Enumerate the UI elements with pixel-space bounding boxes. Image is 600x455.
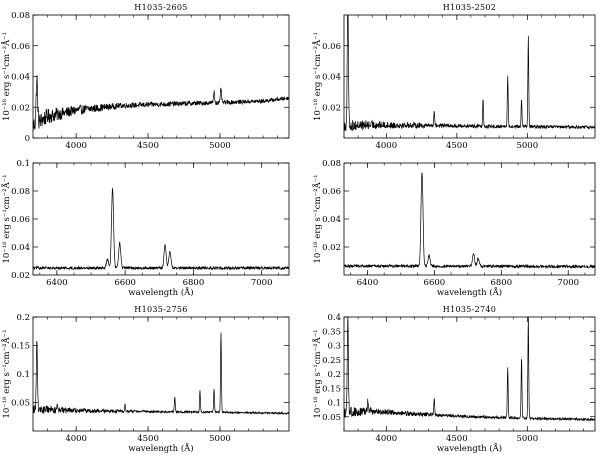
spectrum-panel-1: 4000 4500 5000 0 0.02 0.04 0.06 0.08 10⁻¹⁸ erg s… <box>0 3 290 151</box>
x-tick-label: 4000 <box>375 141 397 151</box>
spectrum-panel-4: 6400 6600 6800 7000 0.02 0.04 0.06 0.08 10⁻¹⁸ er… <box>311 159 596 298</box>
y-axis-title: 10⁻¹⁸ erg s⁻¹cm⁻²Å⁻¹ <box>311 32 323 121</box>
y-tick-label: 0.06 <box>322 187 341 197</box>
x-tick-label: 6600 <box>114 278 136 288</box>
spectrum-panel-5: 4000 4500 5000 0.05 0.1 0.15 0.2 10⁻¹⁸ erg s⁻¹c… <box>0 305 290 454</box>
plot-frame <box>32 162 290 276</box>
y-tick-label: 0.1 <box>16 159 30 169</box>
spectrum-trace <box>33 332 289 416</box>
plot-frame <box>343 162 596 276</box>
panel-title: H1035-2756 <box>134 305 187 314</box>
x-tick-label: 4500 <box>137 434 159 444</box>
spectrum-trace <box>344 172 595 269</box>
y-tick-label: 0 <box>25 134 30 144</box>
y-tick-label: 0.06 <box>322 42 341 52</box>
x-tick-label: 6600 <box>424 278 446 288</box>
spectrum-panel-6: 4000 4500 5000 0.05 0.1 0.15 0.2 0.25 0.3 0.35 0.4… <box>311 305 596 454</box>
y-tick-label: 0.2 <box>327 370 341 380</box>
x-axis-title: wavelength (Å) <box>128 442 193 454</box>
spectrum-trace <box>344 15 595 132</box>
panel-title: H1035-2740 <box>443 305 496 314</box>
y-tick-label: 0.25 <box>322 356 341 366</box>
x-tick-label: 7000 <box>251 278 273 288</box>
y-tick-label: 0.02 <box>11 103 30 113</box>
y-tick-label: 0.1 <box>327 399 341 409</box>
y-axis-title: 10⁻¹⁸ erg s⁻¹cm⁻²Å⁻¹ <box>311 174 323 263</box>
y-tick-label: 0.06 <box>11 42 30 52</box>
spectrum-panel-3: 6400 6600 6800 7000 0.02 0.04 0.06 0.08 0.1 10⁻¹⁸… <box>0 159 290 298</box>
plot-frame <box>343 316 596 432</box>
x-tick-label: 6800 <box>490 278 512 288</box>
y-tick-label: 0.02 <box>322 243 341 253</box>
y-tick-label: 0.4 <box>327 313 341 323</box>
x-tick-label: 6800 <box>183 278 205 288</box>
y-tick-label: 0.08 <box>322 159 341 169</box>
x-tick-label: 5000 <box>209 434 231 444</box>
y-tick-label: 0.1 <box>16 370 30 380</box>
plot-frame <box>343 14 596 139</box>
y-axis-title: 10⁻¹⁸ erg s⁻¹cm⁻²Å⁻¹ <box>0 32 12 121</box>
panel-title: H1035-2605 <box>134 3 187 12</box>
y-tick-label: 0.35 <box>322 327 341 337</box>
x-tick-label: 4500 <box>446 434 468 444</box>
spectrum-trace <box>344 317 595 422</box>
y-tick-label: 0.02 <box>322 103 341 113</box>
y-axis-title: 10⁻¹⁸ erg s⁻¹cm⁻²Å⁻¹ <box>0 174 12 263</box>
x-tick-label: 5000 <box>516 434 538 444</box>
y-tick-label: 0.05 <box>11 399 30 409</box>
spectrum-trace <box>33 187 289 271</box>
plot-frame <box>32 316 290 432</box>
y-tick-label: 0.3 <box>327 342 341 352</box>
plot-frame <box>32 14 290 139</box>
x-axis-title: wavelength (Å) <box>437 442 502 454</box>
y-tick-label: 0.15 <box>322 384 341 394</box>
x-tick-label: 4500 <box>137 141 159 151</box>
x-tick-label: 5000 <box>209 141 231 151</box>
x-tick-label: 7000 <box>557 278 579 288</box>
y-axis-title: 10⁻¹⁸ erg s⁻¹cm⁻²Å⁻¹ <box>0 329 12 418</box>
y-axis-title: 10⁻¹⁸ erg s⁻¹cm⁻²Å⁻¹ <box>311 329 323 418</box>
y-tick-label: 0.08 <box>11 187 30 197</box>
x-tick-label: 4500 <box>446 141 468 151</box>
x-tick-label: 6400 <box>46 278 68 288</box>
x-axis-title: wavelength (Å) <box>437 286 502 298</box>
y-tick-label: 0.02 <box>11 271 30 281</box>
x-tick-label: 4000 <box>65 141 87 151</box>
panel-title: H1035-2502 <box>443 3 496 12</box>
y-tick-label: 0.04 <box>11 243 30 253</box>
y-tick-label: 0.04 <box>11 73 30 83</box>
x-tick-label: 4000 <box>65 434 87 444</box>
y-tick-label: 0.06 <box>11 215 30 225</box>
y-tick-label: 0.04 <box>322 73 341 83</box>
y-tick-label: 0.2 <box>16 313 30 323</box>
spectrum-trace <box>33 75 289 131</box>
x-tick-label: 4000 <box>375 434 397 444</box>
y-tick-label: 0.05 <box>322 413 341 423</box>
y-tick-label: 0.08 <box>11 11 30 21</box>
x-tick-label: 6400 <box>357 278 379 288</box>
x-axis-title: wavelength (Å) <box>128 286 193 298</box>
x-tick-label: 5000 <box>516 141 538 151</box>
y-tick-label: 0.15 <box>11 342 30 352</box>
y-tick-label: 0.04 <box>322 215 341 225</box>
